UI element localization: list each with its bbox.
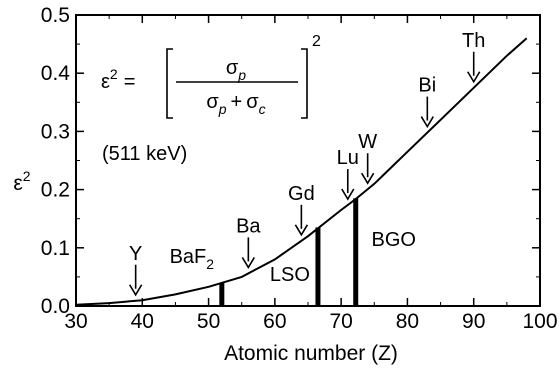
y-tick-label: 0.0 bbox=[41, 295, 70, 318]
x-tick-label: 40 bbox=[131, 310, 154, 333]
x-tick-label: 50 bbox=[197, 310, 220, 333]
element-arrow-head bbox=[341, 188, 355, 201]
element-arrow-head bbox=[294, 224, 309, 237]
y-tick-label: 0.2 bbox=[41, 179, 70, 202]
element-arrow-label: Ba bbox=[236, 215, 261, 237]
y-axis-title-base: ε bbox=[13, 172, 22, 195]
crystal-bar bbox=[219, 282, 225, 306]
y-axis-title: ε2 bbox=[13, 168, 30, 195]
y-tick-label: 0.4 bbox=[41, 62, 71, 85]
formula-left-bracket bbox=[166, 48, 173, 119]
formula-denominator: σp + σc bbox=[206, 91, 265, 117]
element-arrow-head bbox=[360, 172, 375, 185]
y-tick-label: 0.3 bbox=[41, 120, 70, 143]
x-tick-label: 100 bbox=[522, 310, 557, 333]
element-arrow-label: W bbox=[358, 131, 377, 153]
element-arrow-label: Lu bbox=[337, 147, 359, 169]
element-arrow-label: Th bbox=[462, 30, 485, 52]
element-arrow-label: Gd bbox=[288, 183, 315, 205]
energy-label: (511 keV) bbox=[102, 143, 187, 165]
formula-annotation: ε2 = σp σp + σc 2 (511 keV) bbox=[101, 33, 321, 165]
crystal-bar bbox=[315, 227, 321, 306]
crystal-bar bbox=[353, 198, 359, 306]
element-arrow-label: Y bbox=[129, 243, 142, 265]
x-tick-label: 90 bbox=[462, 310, 485, 333]
formula-right-bracket bbox=[301, 48, 308, 119]
x-tick-label: 80 bbox=[396, 310, 419, 333]
formula-power: 2 bbox=[312, 33, 321, 50]
x-tick-label: 30 bbox=[64, 310, 87, 333]
crystal-bar-label: LSO bbox=[270, 264, 310, 286]
crystal-bar-label: BaF2 bbox=[170, 246, 215, 272]
x-tick-label: 70 bbox=[329, 310, 352, 333]
crystal-bar-label: BGO bbox=[371, 229, 415, 251]
element-arrow-label: Bi bbox=[418, 75, 436, 97]
formula-numerator: σp bbox=[226, 57, 246, 83]
y-tick-label: 0.5 bbox=[41, 4, 70, 27]
y-axis-title-sup: 2 bbox=[23, 168, 31, 184]
series-line bbox=[75, 37, 528, 306]
element-arrow-head bbox=[241, 256, 256, 269]
x-tick-label: 60 bbox=[263, 310, 286, 333]
y-tick-label: 0.1 bbox=[41, 237, 70, 260]
element-arrow-head bbox=[467, 71, 481, 84]
formula-lhs: ε2 = bbox=[101, 66, 135, 93]
element-arrow-head bbox=[128, 284, 143, 297]
x-axis-title: Atomic number (Z) bbox=[224, 342, 398, 365]
element-arrow-head bbox=[420, 116, 434, 129]
